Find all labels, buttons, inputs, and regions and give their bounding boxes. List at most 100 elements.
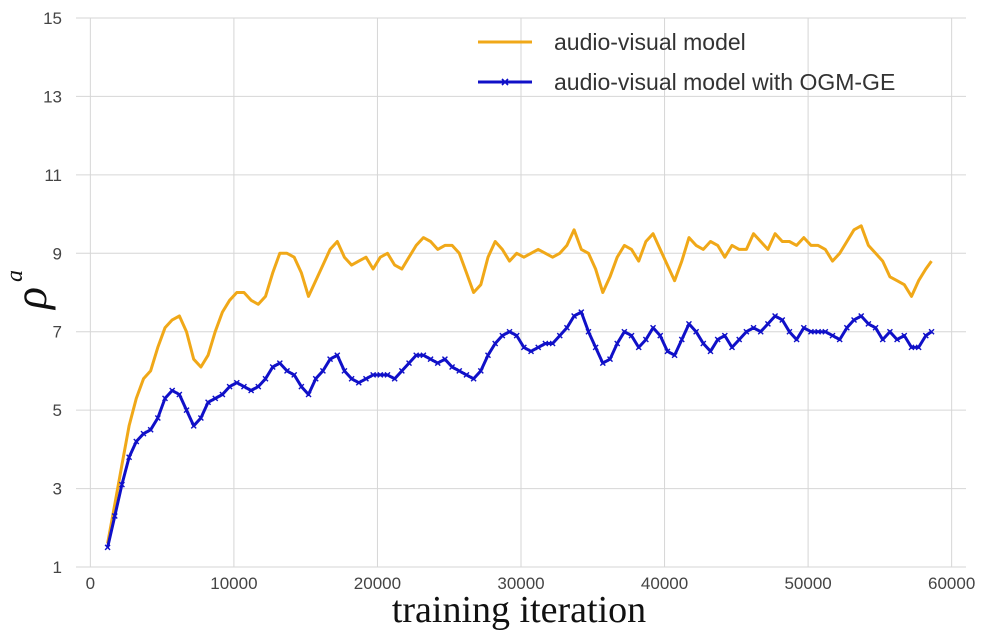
data-point (578, 309, 585, 316)
data-point (470, 375, 477, 382)
data-point (528, 348, 535, 355)
data-point (427, 356, 434, 363)
data-point (147, 426, 154, 433)
data-point (607, 356, 613, 363)
data-point (190, 422, 197, 429)
data-point (319, 367, 326, 374)
data-point (449, 364, 456, 371)
data-point (370, 371, 377, 378)
data-point (276, 360, 283, 367)
data-point (858, 313, 865, 320)
data-point (743, 328, 750, 335)
data-point (786, 328, 793, 335)
data-point (872, 324, 879, 331)
data-point (642, 336, 649, 343)
data-point (772, 313, 779, 320)
data-point (729, 344, 736, 351)
data-point (269, 364, 276, 371)
data-point (205, 399, 212, 406)
data-point (764, 320, 771, 327)
data-point (671, 352, 678, 359)
data-point (556, 332, 563, 339)
data-point (779, 316, 786, 323)
data-point (750, 324, 757, 331)
x-tick-label: 10000 (210, 574, 257, 593)
data-point (348, 375, 355, 382)
y-axis-label-symbol: ρ (5, 287, 56, 311)
data-point (291, 371, 298, 378)
x-axis-ticks: 0 10000 20000 30000 40000 50000 60000 (86, 574, 976, 593)
data-point (305, 391, 312, 398)
data-point (391, 375, 398, 382)
data-point (621, 328, 628, 335)
data-point (736, 336, 743, 343)
data-point (212, 395, 219, 402)
data-point (721, 332, 728, 339)
data-point (384, 371, 391, 378)
data-point (499, 332, 506, 339)
data-point (628, 332, 635, 339)
series-line (106, 224, 933, 544)
data-point (118, 481, 125, 488)
data-point (614, 340, 621, 347)
data-point (664, 348, 671, 355)
data-point (571, 313, 578, 320)
data-point (176, 391, 183, 398)
grid (76, 17, 966, 568)
data-point (894, 336, 901, 343)
data-point (219, 391, 226, 398)
data-point (707, 348, 714, 355)
data-point (685, 320, 692, 327)
data-point (456, 367, 463, 374)
data-point (434, 360, 441, 367)
series-1 (106, 224, 933, 544)
data-point (484, 352, 491, 359)
data-point (334, 352, 341, 359)
data-point (463, 371, 470, 378)
data-point (477, 367, 484, 374)
data-point (126, 454, 133, 461)
data-point (901, 332, 908, 339)
x-tick-label: 0 (86, 574, 95, 593)
data-point (377, 371, 384, 378)
data-point (886, 328, 893, 335)
data-point (928, 328, 935, 335)
data-point (513, 332, 520, 339)
y-axis-label-superscript: a (2, 270, 28, 282)
data-point (592, 344, 599, 351)
data-point (757, 328, 764, 335)
data-point (678, 336, 685, 343)
data-point (851, 316, 858, 323)
data-point (650, 324, 657, 331)
data-point (635, 344, 642, 351)
data-point (140, 430, 147, 437)
data-point (413, 352, 420, 359)
data-point (154, 414, 161, 421)
legend-marker (501, 78, 509, 86)
data-point (355, 379, 362, 386)
legend: audio-visual model audio-visual model wit… (478, 29, 895, 95)
y-tick-label: 7 (53, 323, 62, 342)
data-point (549, 340, 556, 347)
data-point (169, 387, 176, 394)
data-point (248, 387, 255, 394)
data-point (492, 340, 499, 347)
data-point (922, 332, 929, 339)
data-point (836, 336, 843, 343)
x-tick-label: 50000 (784, 574, 831, 593)
data-point (420, 352, 427, 359)
data-point (700, 340, 707, 347)
data-point (262, 375, 269, 382)
y-tick-label: 13 (43, 87, 62, 106)
data-point (599, 360, 606, 367)
data-point (563, 324, 570, 331)
x-axis-label: training iteration (392, 589, 646, 631)
data-point (240, 383, 247, 390)
y-tick-label: 9 (53, 244, 62, 263)
x-tick-label: 40000 (641, 574, 688, 593)
data-point (327, 356, 334, 363)
data-point (298, 383, 305, 390)
data-point (506, 328, 513, 335)
data-point (714, 336, 721, 343)
x-tick-label: 60000 (928, 574, 975, 593)
